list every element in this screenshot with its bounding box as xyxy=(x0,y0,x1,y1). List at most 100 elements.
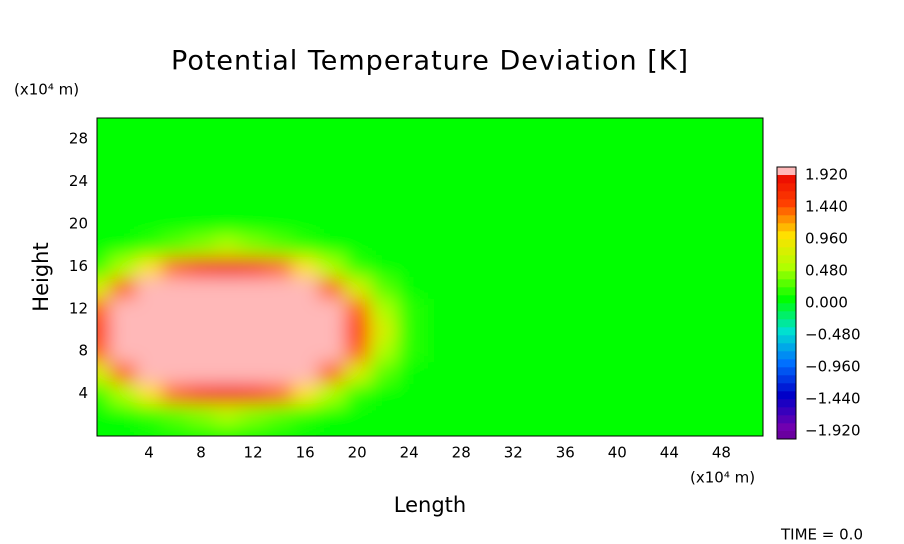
field-cell xyxy=(214,319,241,342)
field-cell xyxy=(630,118,657,130)
field-cell xyxy=(526,277,553,299)
field-cell xyxy=(110,319,137,342)
field-cell xyxy=(422,340,449,363)
field-cell xyxy=(422,425,449,436)
field xyxy=(97,118,763,436)
field-cell xyxy=(448,234,475,257)
colorbar-tick-label: 0.480 xyxy=(805,262,848,280)
field-cell xyxy=(292,234,319,257)
field-cell xyxy=(682,383,709,405)
colorbar-band xyxy=(777,183,796,192)
field-cell xyxy=(422,192,449,214)
field-cell xyxy=(240,319,267,342)
colorbar-band xyxy=(777,367,796,376)
field-cell xyxy=(552,340,579,363)
field-cell xyxy=(526,192,553,214)
field-cell xyxy=(474,213,501,236)
field-cell xyxy=(630,425,657,436)
field-cell xyxy=(526,149,553,172)
field-cell xyxy=(526,298,553,320)
field-cell xyxy=(396,234,423,257)
field-cell xyxy=(682,255,709,278)
field-cell xyxy=(344,340,371,363)
field-cell xyxy=(318,361,345,384)
field-cell xyxy=(292,404,319,426)
field-cell xyxy=(552,319,579,342)
field-cell xyxy=(708,234,735,257)
field-cell xyxy=(578,171,605,193)
field-cell xyxy=(396,340,423,363)
field-cell xyxy=(734,192,763,214)
field-cell xyxy=(318,298,345,320)
field-cell xyxy=(604,149,631,172)
field-cell xyxy=(370,319,397,342)
field-cell xyxy=(656,255,683,278)
field-cell xyxy=(370,118,397,130)
colorbar-tick-label: −1.440 xyxy=(805,390,861,408)
field-cell xyxy=(604,255,631,278)
field-cell xyxy=(500,149,527,172)
field-cell xyxy=(214,171,241,193)
field-cell xyxy=(318,383,345,405)
field-cell xyxy=(97,340,111,363)
field-cell xyxy=(344,361,371,384)
field-cell xyxy=(448,128,475,151)
field-cell xyxy=(604,234,631,257)
field-cell xyxy=(422,234,449,257)
field-cell xyxy=(682,213,709,236)
field-cell xyxy=(370,298,397,320)
field-cell xyxy=(526,340,553,363)
field-cell xyxy=(97,277,111,299)
field-cell xyxy=(188,118,215,130)
field-cell xyxy=(266,255,293,278)
field-cell xyxy=(162,425,189,436)
field-cell xyxy=(292,255,319,278)
field-cell xyxy=(682,298,709,320)
field-cell xyxy=(682,361,709,384)
field-cell xyxy=(136,361,163,384)
colorbar-over xyxy=(777,167,796,175)
field-cell xyxy=(500,234,527,257)
field-cell xyxy=(318,128,345,151)
field-cell xyxy=(188,383,215,405)
y-tick-label: 8 xyxy=(78,342,88,360)
field-cell xyxy=(188,361,215,384)
field-cell xyxy=(136,340,163,363)
field-cell xyxy=(266,319,293,342)
field-cell xyxy=(240,149,267,172)
field-cell xyxy=(474,340,501,363)
field-cell xyxy=(240,171,267,193)
field-cell xyxy=(656,425,683,436)
field-cell xyxy=(630,383,657,405)
field-cell xyxy=(630,404,657,426)
field-cell xyxy=(396,277,423,299)
field-cell xyxy=(344,425,371,436)
field-cell xyxy=(656,234,683,257)
field-cell xyxy=(422,118,449,130)
field-cell xyxy=(682,234,709,257)
field-cell xyxy=(448,425,475,436)
field-cell xyxy=(292,171,319,193)
field-cell xyxy=(604,319,631,342)
field-cell xyxy=(97,425,111,436)
field-cell xyxy=(578,213,605,236)
field-cell xyxy=(500,425,527,436)
field-cell xyxy=(110,383,137,405)
field-cell xyxy=(474,383,501,405)
field-cell xyxy=(734,277,763,299)
colorbar-band xyxy=(777,311,796,320)
field-cell xyxy=(136,319,163,342)
field-cell xyxy=(708,361,735,384)
field-cell xyxy=(734,118,763,130)
field-cell xyxy=(266,340,293,363)
field-cell xyxy=(422,277,449,299)
field-cell xyxy=(526,319,553,342)
field-cell xyxy=(344,234,371,257)
field-cell xyxy=(708,319,735,342)
field-cell xyxy=(97,118,111,130)
field-cell xyxy=(448,255,475,278)
y-tick-label: 16 xyxy=(69,257,88,275)
field-cell xyxy=(318,277,345,299)
field-cell xyxy=(630,255,657,278)
field-cell xyxy=(162,361,189,384)
